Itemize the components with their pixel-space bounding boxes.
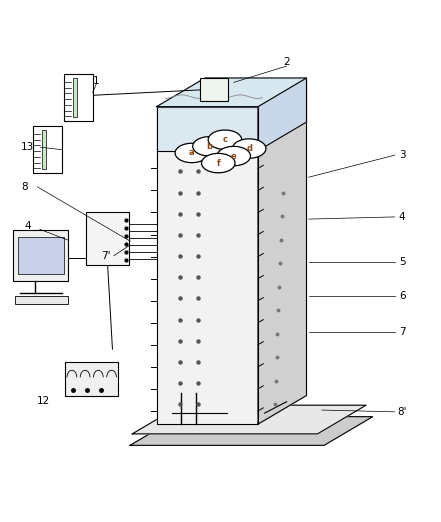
Text: 1: 1 [93, 76, 100, 86]
Text: a: a [189, 148, 194, 158]
Bar [15, 296, 68, 304]
Text: 4: 4 [24, 221, 31, 231]
Polygon shape [157, 106, 258, 151]
Polygon shape [157, 78, 306, 106]
Bar [64, 75, 93, 121]
Bar [65, 362, 118, 396]
Polygon shape [130, 417, 373, 445]
Polygon shape [258, 78, 306, 151]
Text: e: e [231, 151, 237, 161]
FancyBboxPatch shape [200, 78, 228, 101]
Text: 8': 8' [397, 407, 407, 417]
Polygon shape [258, 78, 306, 424]
Bar [73, 78, 77, 117]
Bar [13, 230, 68, 281]
Text: 12: 12 [37, 396, 50, 406]
Bar [18, 237, 64, 274]
Text: 2: 2 [283, 57, 290, 67]
Text: 13: 13 [21, 142, 34, 152]
Text: 5: 5 [399, 257, 406, 267]
Text: f: f [217, 159, 220, 168]
Polygon shape [157, 106, 258, 424]
Text: 3: 3 [399, 150, 406, 160]
Ellipse shape [217, 146, 250, 166]
Text: 4: 4 [399, 212, 406, 222]
Bar [42, 130, 46, 169]
Ellipse shape [175, 143, 209, 163]
Text: d: d [246, 144, 252, 153]
Text: c: c [222, 135, 228, 144]
Text: 8: 8 [21, 182, 28, 192]
Text: 7: 7 [399, 327, 406, 337]
Bar [86, 212, 129, 265]
Ellipse shape [208, 130, 242, 149]
Ellipse shape [193, 137, 226, 156]
Ellipse shape [202, 153, 235, 173]
Text: b: b [206, 142, 213, 151]
Text: 7': 7' [101, 251, 111, 260]
Bar [33, 126, 62, 173]
Polygon shape [132, 405, 366, 434]
Ellipse shape [232, 139, 266, 158]
Text: 6: 6 [399, 291, 406, 301]
